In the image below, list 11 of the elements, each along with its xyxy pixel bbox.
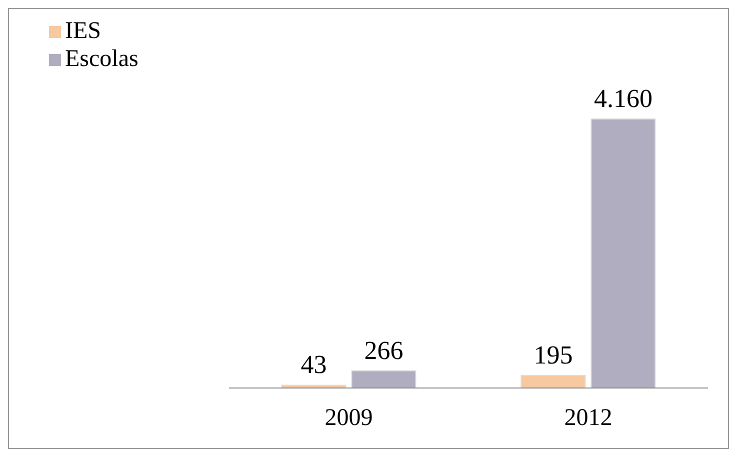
- legend-label: Escolas: [65, 46, 138, 72]
- legend-label: IES: [65, 18, 101, 44]
- data-label: 43: [300, 350, 327, 380]
- x-tick-label: 2009: [324, 405, 373, 432]
- bar: [351, 370, 416, 388]
- bar: [520, 374, 586, 388]
- bar: [590, 118, 656, 388]
- data-label: 195: [534, 340, 573, 370]
- data-label: 266: [364, 336, 404, 365]
- data-label: 4.160: [594, 84, 652, 113]
- x-tick-label: 2012: [564, 405, 612, 432]
